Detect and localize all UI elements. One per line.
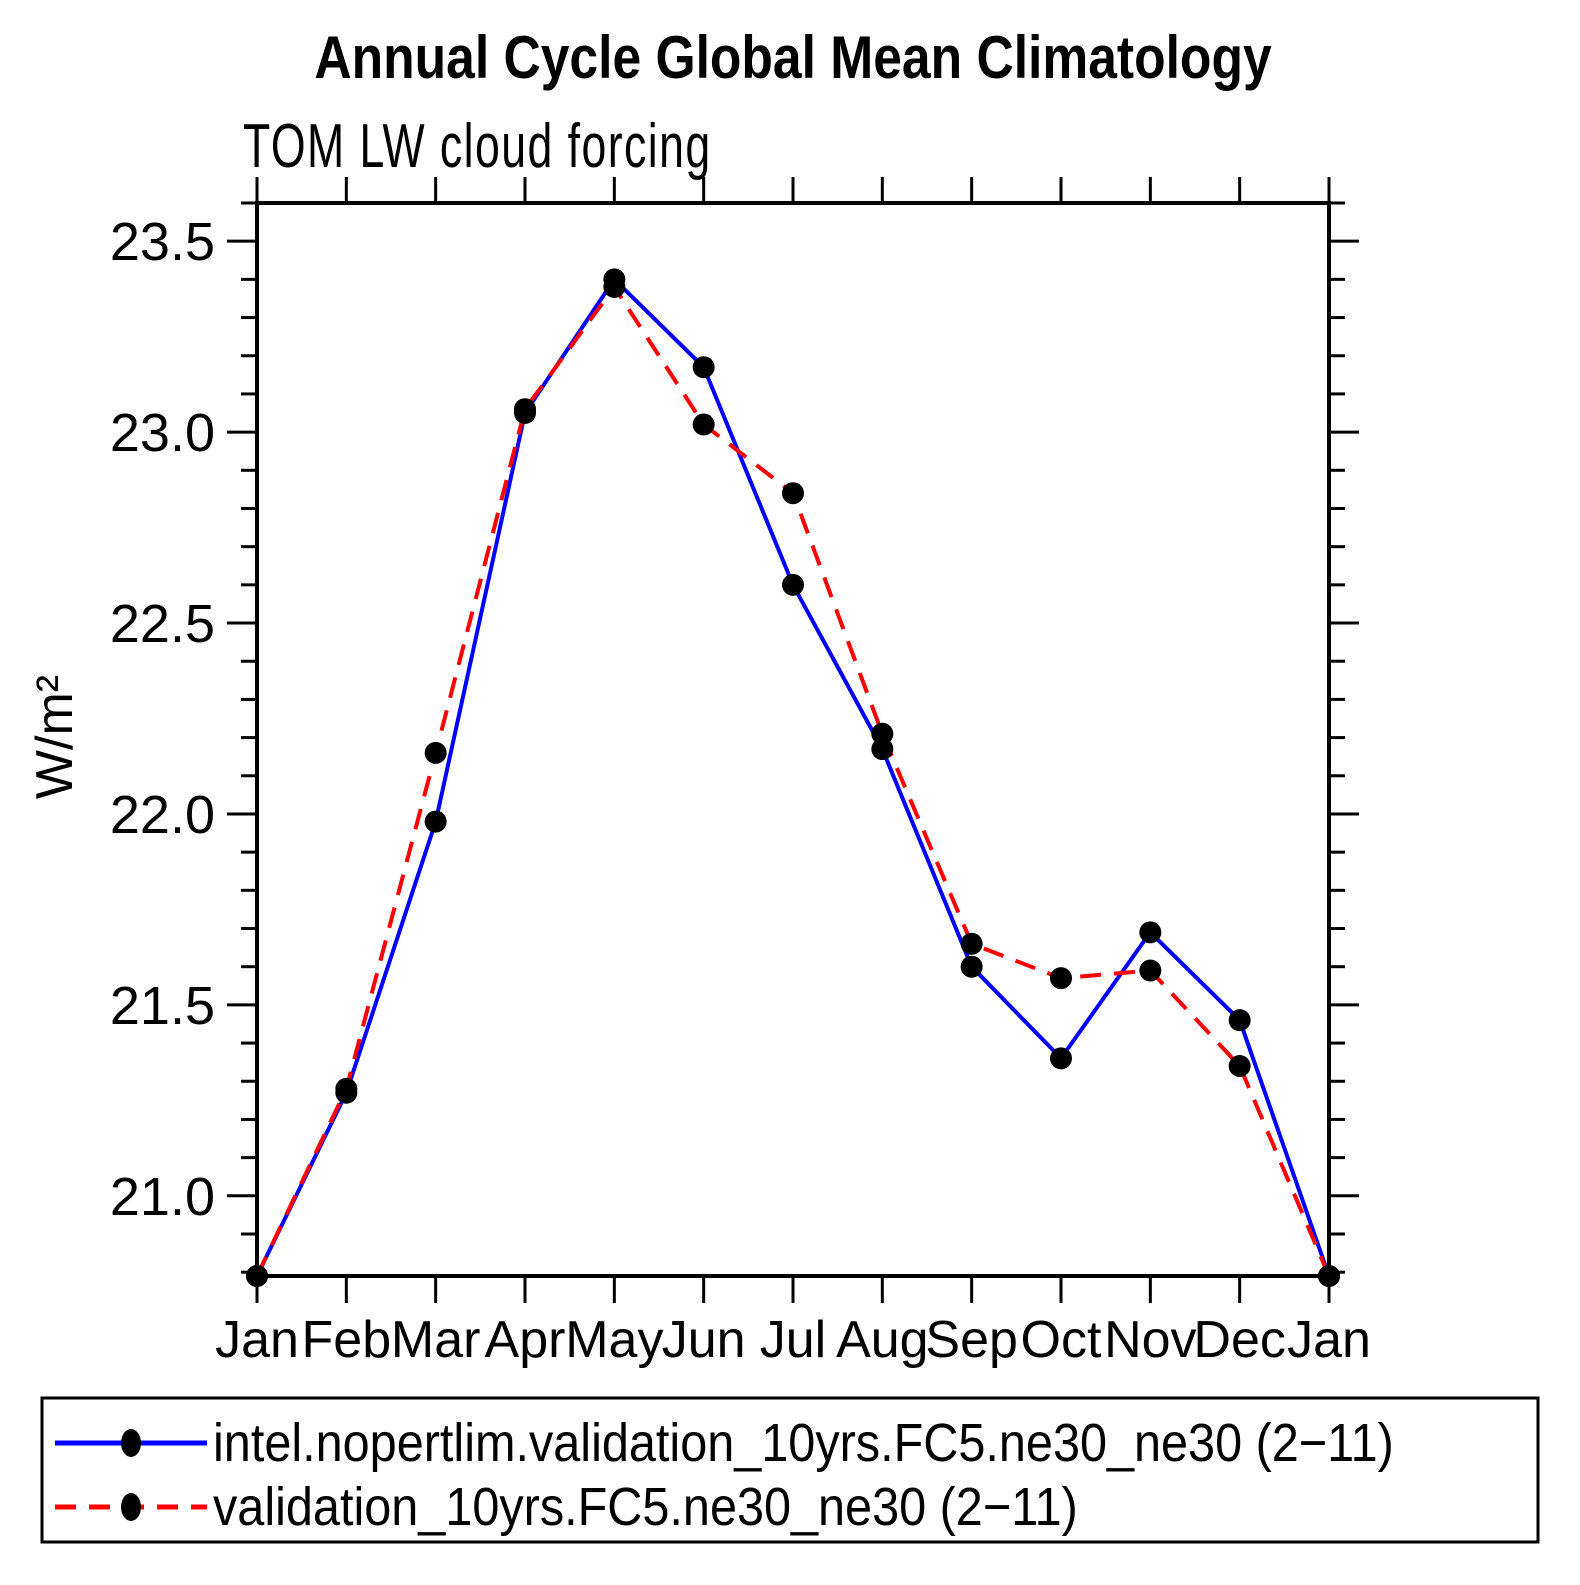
data-point-marker	[692, 356, 715, 379]
y-tick-label: 22.5	[110, 594, 215, 654]
series-line-1	[255, 283, 1331, 1277]
legend: intel.nopertlim.validation_10yrs.FC5.ne3…	[40, 1396, 1540, 1544]
data-point-marker	[1318, 1265, 1340, 1287]
x-month-label: Mar	[391, 1311, 481, 1369]
x-month-label: Jul	[760, 1311, 826, 1369]
chart-subtitle: TOM LW cloud forcing	[243, 112, 712, 181]
data-point-marker	[1228, 1054, 1251, 1077]
y-tick-label: 23.0	[110, 403, 215, 463]
x-month-label: Feb	[302, 1311, 392, 1369]
x-month-label: Apr	[485, 1311, 566, 1369]
x-month-label: Jan	[215, 1311, 299, 1369]
legend-box	[40, 1396, 1540, 1544]
y-tick-label: 23.5	[110, 212, 215, 272]
data-point-marker	[424, 810, 447, 833]
y-axis-label: W/m²	[26, 675, 84, 799]
plot-frame	[255, 201, 1331, 1278]
data-point-marker	[782, 573, 804, 596]
series-line-0	[255, 276, 1331, 1277]
x-month-label: Jun	[662, 1311, 746, 1369]
data-point-marker	[603, 276, 626, 299]
data-point-marker	[1050, 1047, 1072, 1070]
y-tick-label: 22.0	[110, 785, 215, 845]
page-title: Annual Cycle Global Mean Climatology	[314, 23, 1271, 91]
x-month-label: Nov	[1104, 1311, 1196, 1369]
data-point-marker	[424, 741, 447, 764]
legend-label-intel: intel.nopertlim.validation_10yrs.FC5.ne3…	[213, 1412, 1394, 1473]
x-month-label: Aug	[836, 1311, 929, 1369]
legend-marker-validation	[121, 1493, 141, 1521]
data-point-marker	[871, 738, 894, 761]
data-point-marker	[514, 398, 536, 421]
legend-marker-intel	[121, 1429, 141, 1457]
data-point-marker	[1139, 921, 1162, 944]
data-point-marker	[1228, 1009, 1251, 1032]
y-tick-label: 21.0	[110, 1167, 215, 1227]
x-month-label: May	[565, 1311, 663, 1369]
data-point-marker	[871, 722, 894, 745]
data-point-marker	[960, 955, 983, 978]
x-month-label: Sep	[925, 1311, 1018, 1369]
data-point-marker	[1139, 959, 1162, 982]
legend-label-validation: validation_10yrs.FC5.ne30_ne30 (2−11)	[213, 1476, 1078, 1537]
x-month-label: Jan	[1287, 1311, 1371, 1369]
data-point-marker	[335, 1077, 358, 1100]
data-point-marker	[1050, 967, 1072, 990]
x-month-label: Dec	[1193, 1311, 1285, 1369]
data-point-marker	[692, 413, 715, 436]
data-point-marker	[960, 932, 983, 955]
x-month-label: Oct	[1021, 1311, 1102, 1369]
y-tick-label: 21.5	[110, 976, 215, 1036]
data-point-marker	[782, 482, 804, 505]
data-point-marker	[246, 1265, 268, 1287]
